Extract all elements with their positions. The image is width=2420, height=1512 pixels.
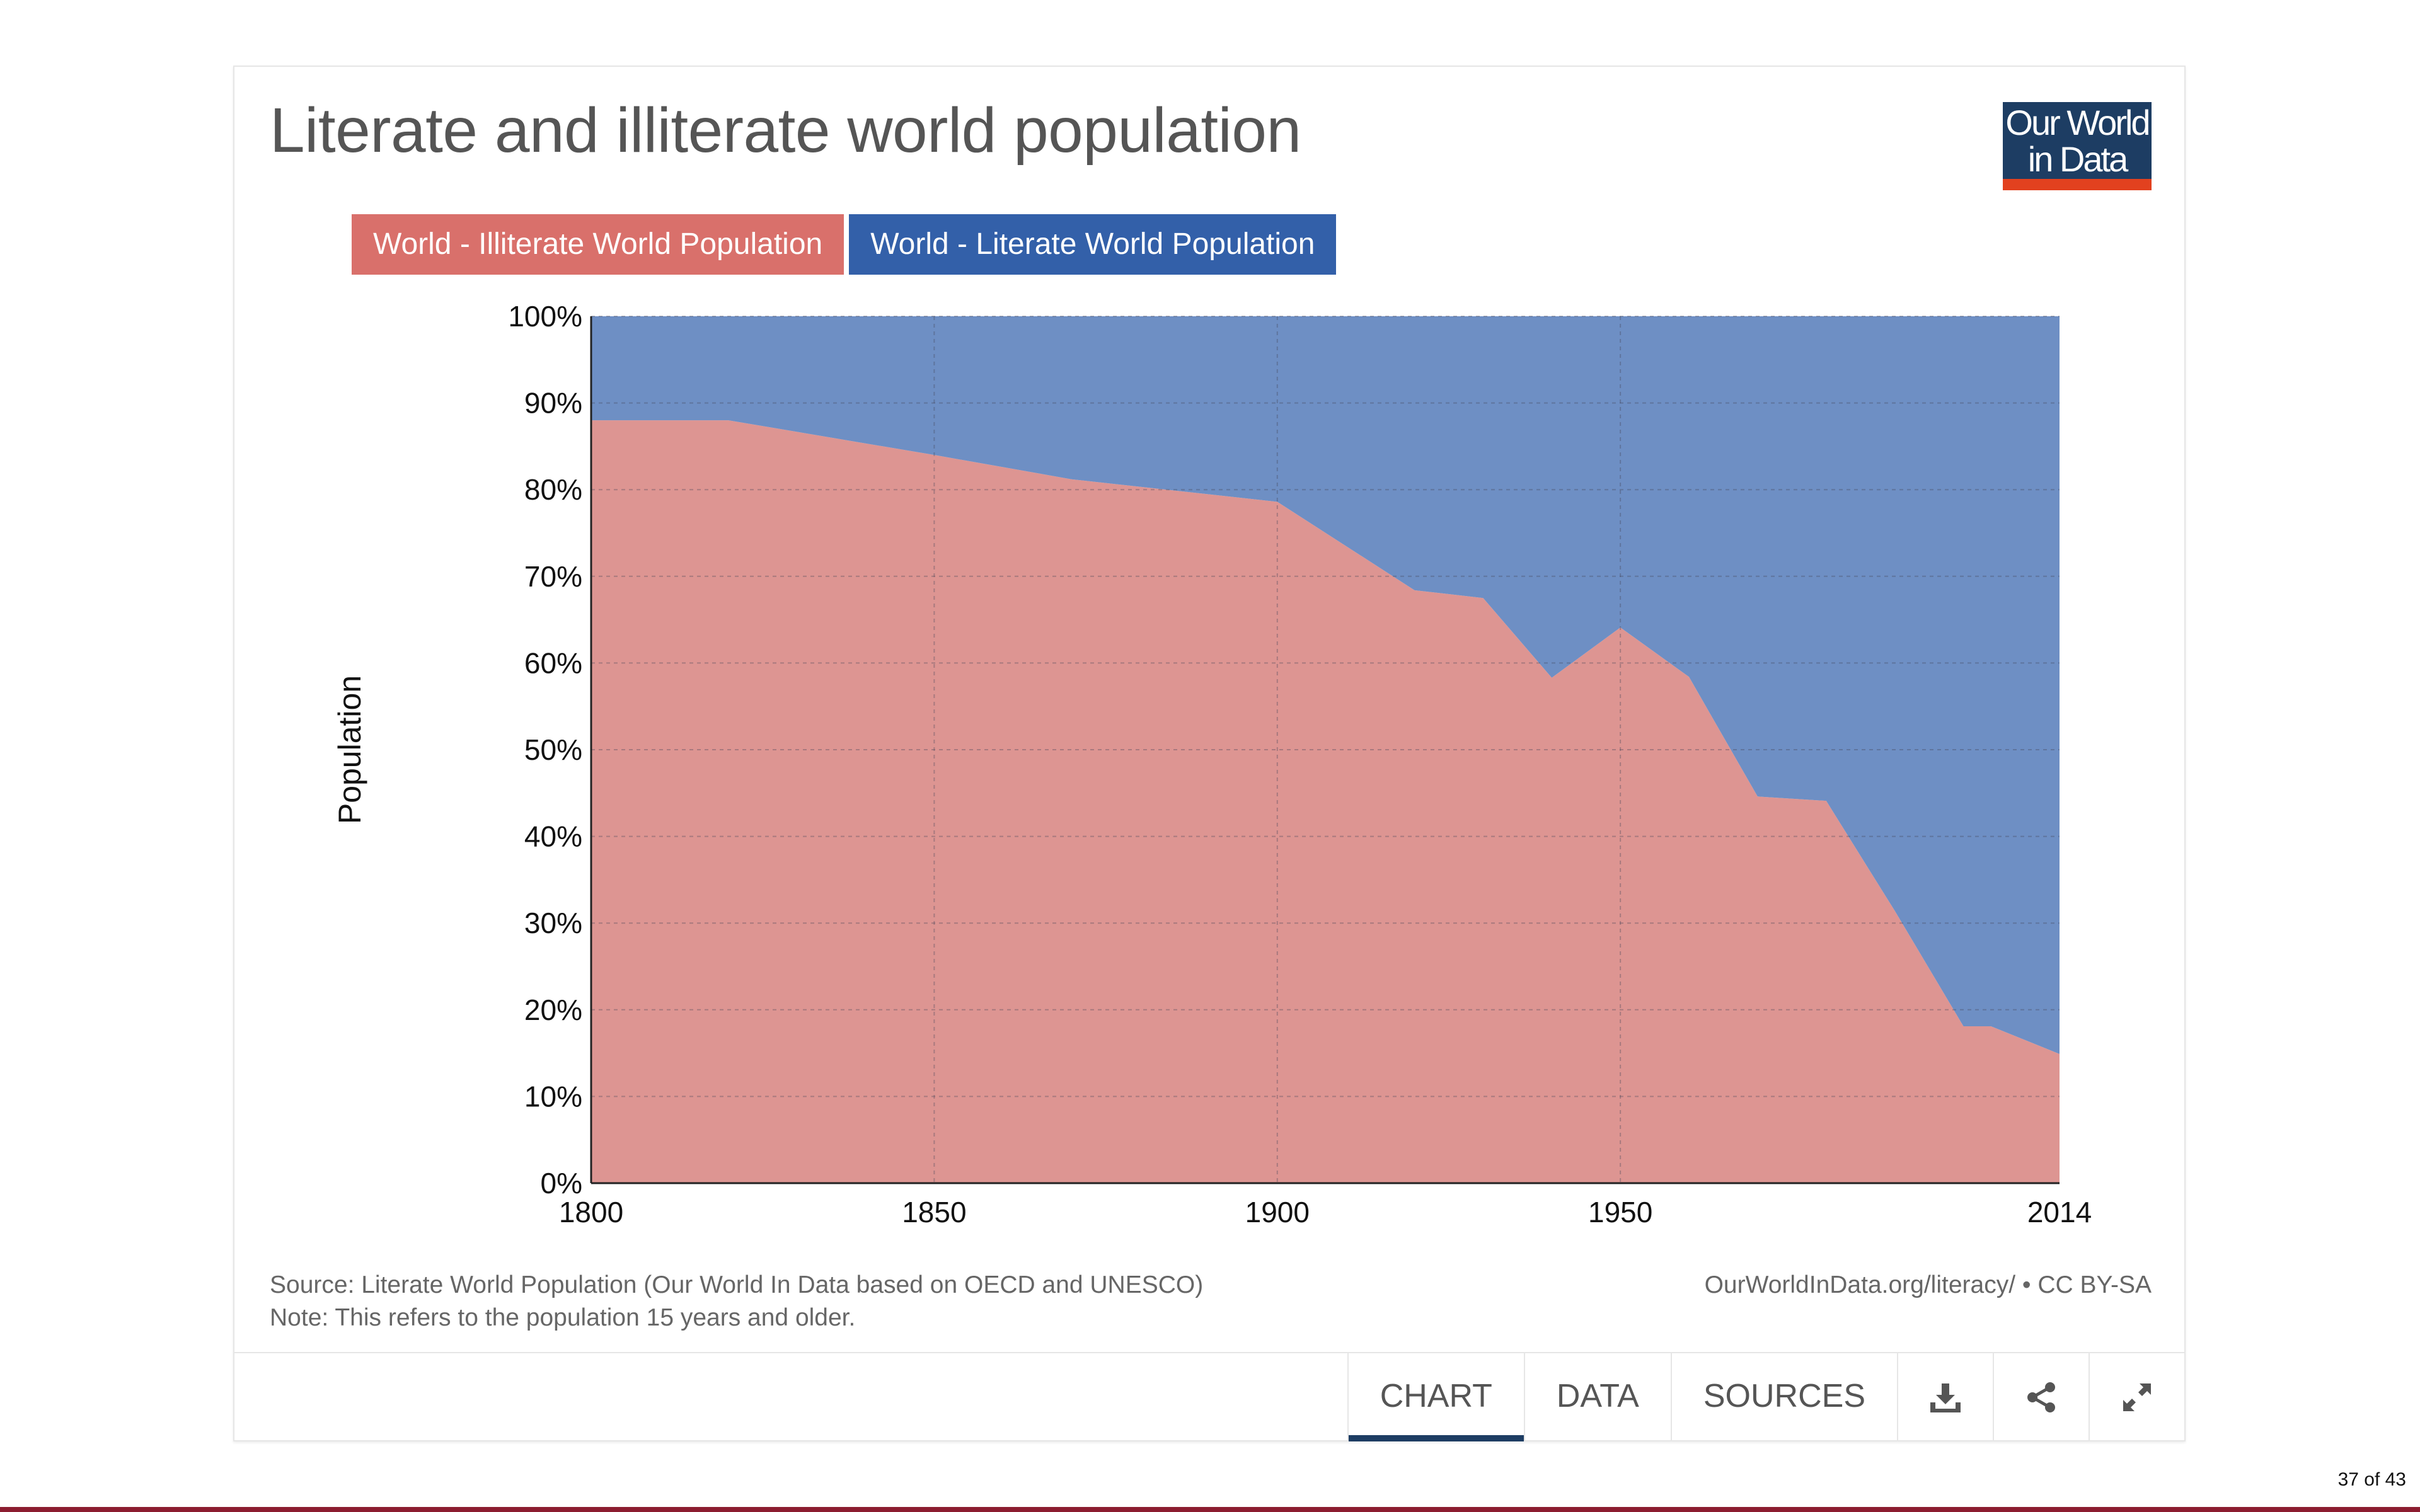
area-series-illiterate [591, 420, 2060, 1183]
tab-data[interactable]: DATA [1523, 1353, 1671, 1441]
area-chart: 0% 10% 20% 30% 40% 50% 60% 70% 80% 90% 100% 1800 185… [332, 300, 2092, 1228]
x-tick-label: 2014 [2027, 1196, 2092, 1228]
tab-sources[interactable]: SOURCES [1670, 1353, 1897, 1441]
y-tick-label: 80% [524, 473, 582, 506]
legend-item-illiterate[interactable]: World - Illiterate World Population [352, 214, 844, 275]
note-text: Note: This refers to the population 15 y… [270, 1304, 856, 1331]
area-series-literate [591, 316, 2060, 1054]
y-tick-label: 0% [541, 1167, 582, 1200]
tab-bar: CHART DATA SOURCES [1347, 1353, 2184, 1441]
owid-logo[interactable]: Our World in Data [2003, 102, 2152, 190]
y-tick-label: 50% [524, 733, 582, 766]
x-tick-label: 1950 [1588, 1196, 1652, 1228]
chart-footer: CHART DATA SOURCES [234, 1352, 2184, 1441]
share-button[interactable] [1993, 1353, 2089, 1441]
legend: World - Illiterate World Population Worl… [352, 214, 1337, 275]
y-tick-label: 60% [524, 646, 582, 679]
fullscreen-icon [2123, 1383, 2151, 1411]
source-notes: Source: Literate World Population (Our W… [270, 1269, 1203, 1334]
source-url-link[interactable]: OurWorldInData.org/literacy/ • CC BY-SA [1704, 1271, 2152, 1298]
y-tick-label: 70% [524, 560, 582, 593]
tab-chart[interactable]: CHART [1347, 1353, 1524, 1441]
x-tick-label: 1850 [902, 1196, 966, 1228]
download-icon [1930, 1383, 1961, 1412]
y-tick-label: 10% [524, 1080, 582, 1113]
legend-item-literate[interactable]: World - Literate World Population [849, 214, 1337, 275]
share-icon [2027, 1382, 2055, 1412]
fullscreen-button[interactable] [2089, 1353, 2184, 1441]
chart-title: Literate and illiterate world population [270, 95, 1301, 166]
download-button[interactable] [1897, 1353, 1993, 1441]
y-axis-label: Population [332, 675, 367, 824]
x-tick-label: 1900 [1245, 1196, 1310, 1228]
logo-line-2: in Data [2027, 139, 2128, 179]
bottom-accent-bar [0, 1507, 2420, 1512]
page-number: 37 of 43 [2337, 1469, 2406, 1490]
chart-card: Literate and illiterate world population… [233, 66, 2186, 1441]
y-tick-label: 90% [524, 387, 582, 420]
logo-line-1: Our World [2005, 103, 2150, 142]
source-text: Source: Literate World Population (Our W… [270, 1271, 1204, 1298]
y-tick-label: 40% [524, 820, 582, 853]
logo-accent-bar [2003, 179, 2152, 190]
x-tick-label: 1800 [559, 1196, 623, 1228]
y-tick-label: 100% [508, 300, 582, 333]
y-tick-label: 30% [524, 907, 582, 939]
y-tick-label: 20% [524, 994, 582, 1026]
